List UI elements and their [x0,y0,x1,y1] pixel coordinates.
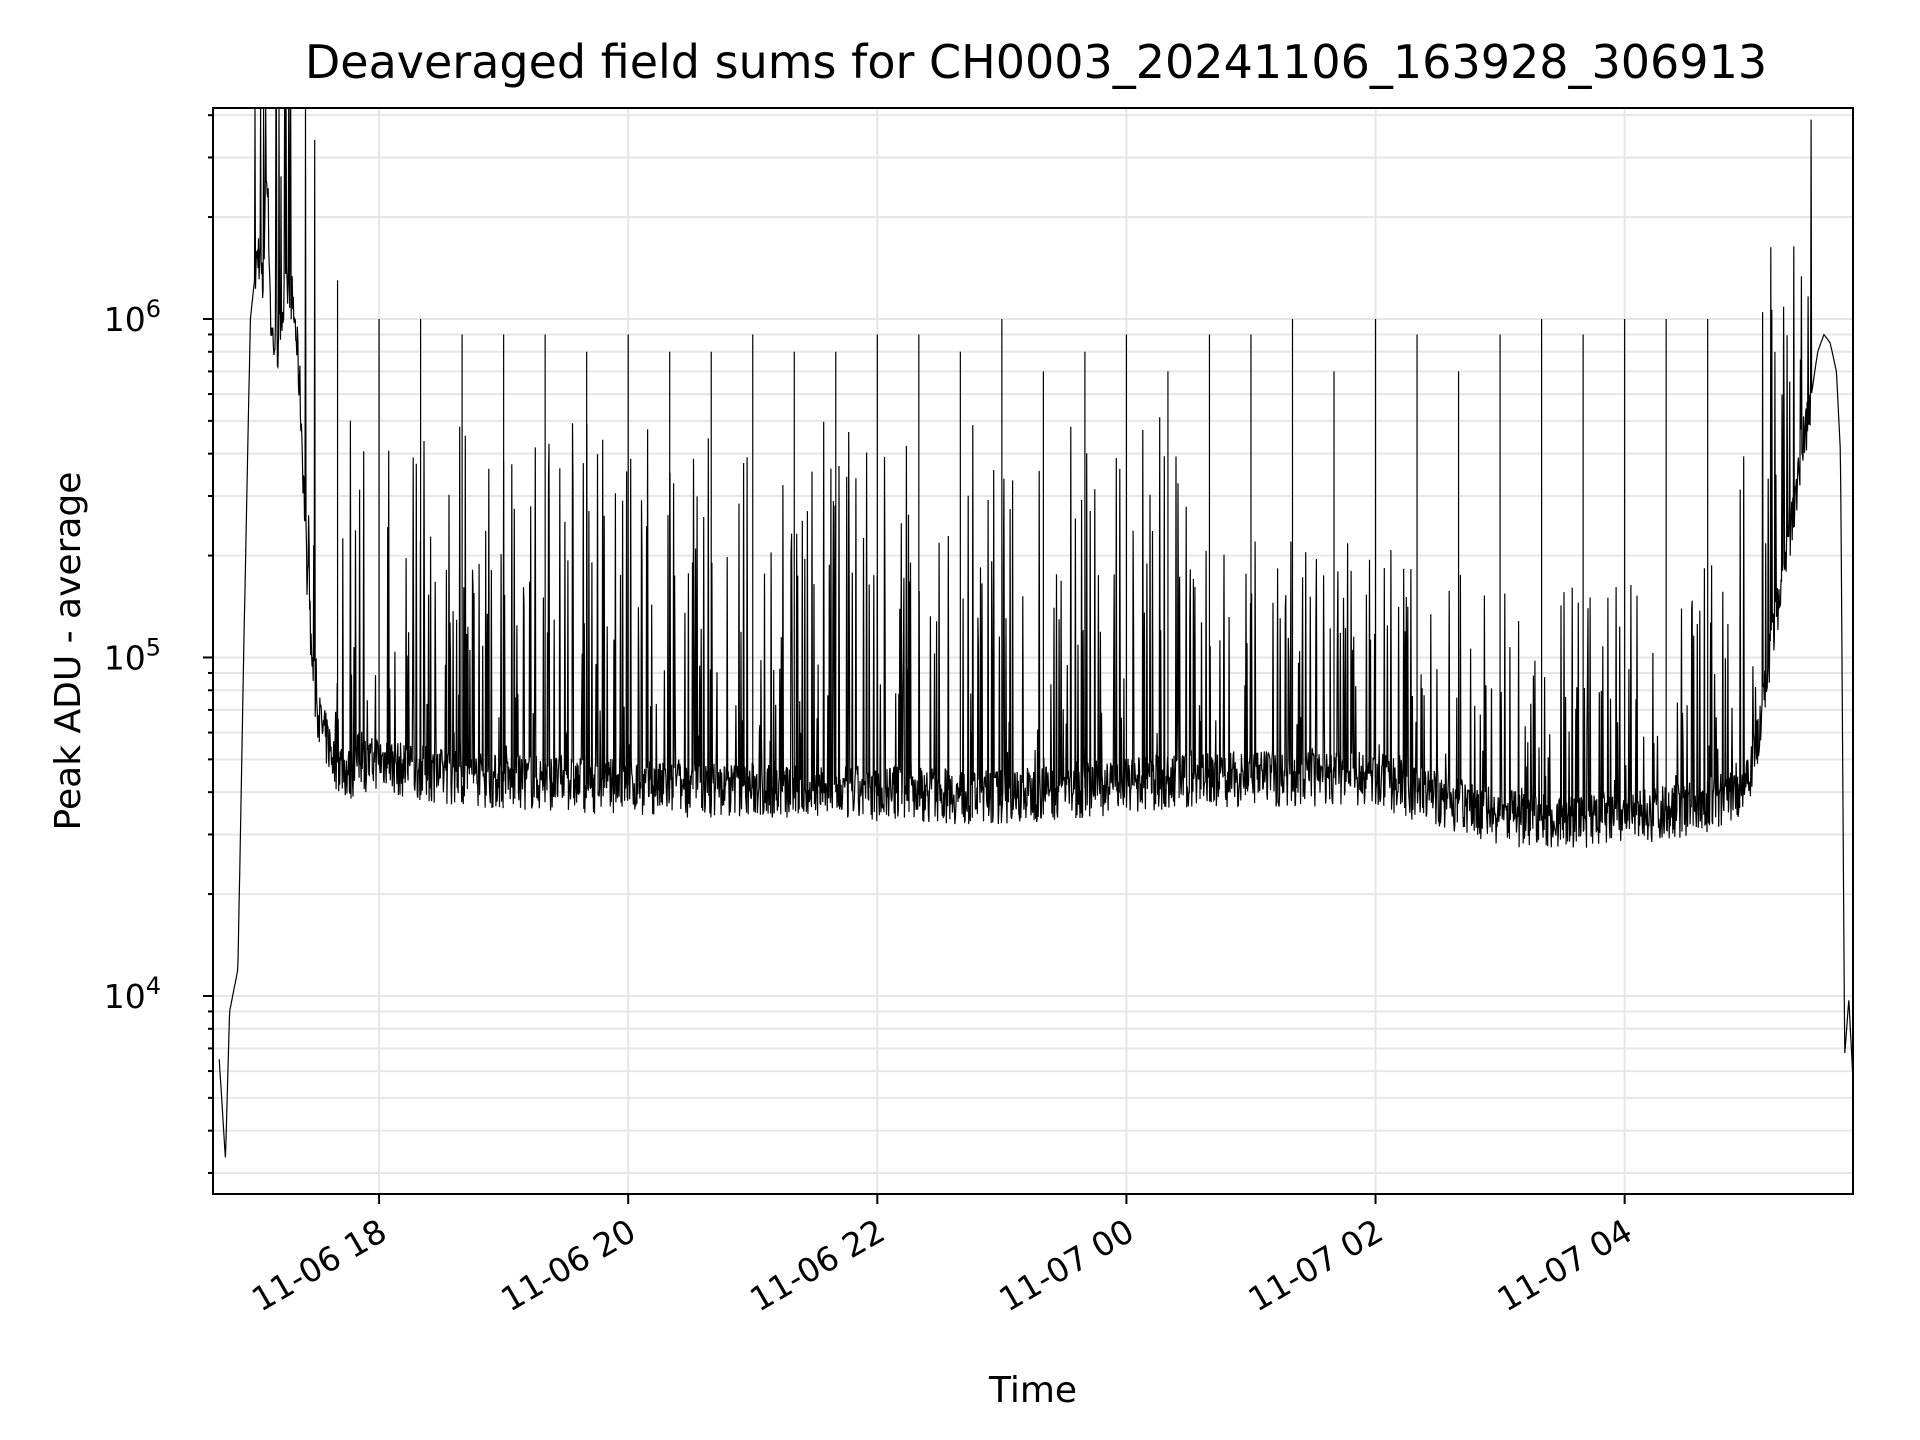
y-tick-label: 106 [104,295,161,339]
x-tick-label: 11-06 20 [494,1211,642,1319]
series-line [218,107,1854,1158]
y-tick-label: 104 [104,972,161,1016]
plot-frame [212,107,1854,1195]
x-tick-label: 11-07 04 [1491,1211,1639,1319]
plot-area [218,107,1854,1158]
y-axis-label: Peak ADU - average [48,472,89,831]
x-tick-label: 11-07 00 [992,1211,1140,1319]
x-tick-label: 11-06 18 [245,1211,393,1319]
x-tick-label: 11-06 22 [743,1211,891,1319]
x-axis-label: Time [988,1370,1077,1411]
y-axis: 104 105 106 [104,114,213,1174]
x-axis: 11-06 18 11-06 20 11-06 22 11-07 00 11-07 02… [245,1194,1639,1319]
y-tick-label: 105 [104,633,161,677]
chart-title: Deaveraged field sums for CH0003_2024110… [305,35,1767,89]
x-tick-label: 11-07 02 [1242,1211,1390,1319]
